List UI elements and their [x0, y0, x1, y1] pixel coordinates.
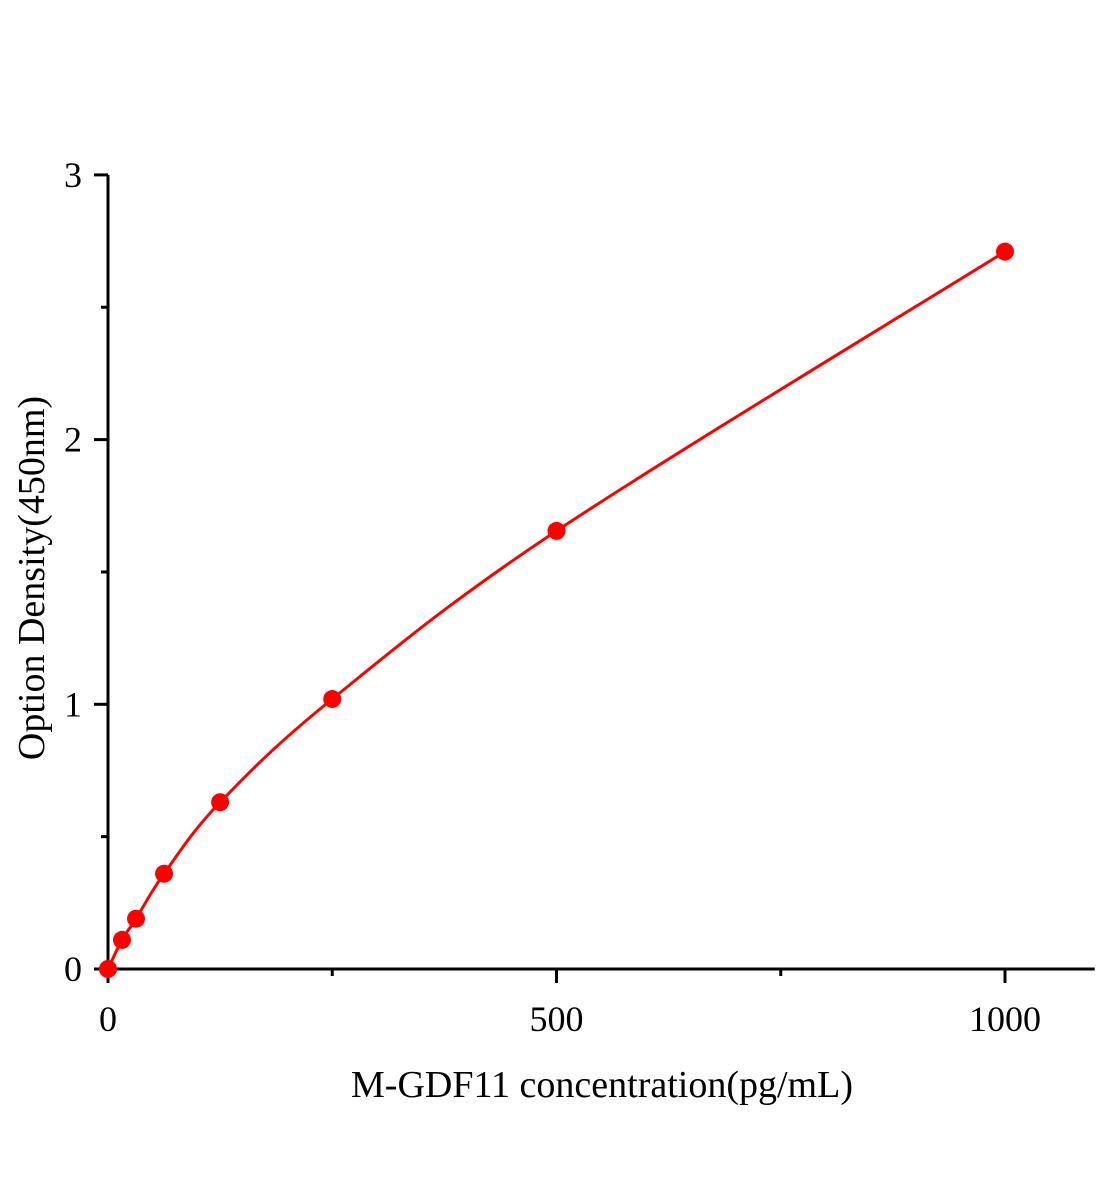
x-axis-title: M-GDF11 concentration(pg/mL) [351, 1064, 853, 1106]
data-point [155, 864, 174, 883]
x-tick-label: 0 [99, 999, 117, 1039]
axes [94, 173, 1095, 983]
data-point [112, 930, 131, 949]
data-point [323, 690, 342, 709]
y-tick-label: 1 [64, 684, 82, 724]
x-tick-label: 500 [530, 999, 584, 1039]
data-point [127, 909, 146, 928]
x-tick-labels: 0 500 1000 [99, 999, 1041, 1039]
fit-curve [106, 250, 1006, 970]
y-tick-labels: 0 1 2 3 [64, 155, 82, 989]
data-point [211, 793, 230, 812]
y-tick-label: 0 [64, 949, 82, 989]
data-point [996, 242, 1014, 261]
data-point [547, 521, 566, 540]
data-point [99, 960, 117, 978]
y-tick-label: 3 [64, 155, 82, 195]
data-points [99, 242, 1014, 978]
y-tick-label: 2 [64, 420, 82, 460]
x-tick-label: 1000 [969, 999, 1041, 1039]
y-axis-title: Option Density(450nm) [11, 396, 53, 760]
